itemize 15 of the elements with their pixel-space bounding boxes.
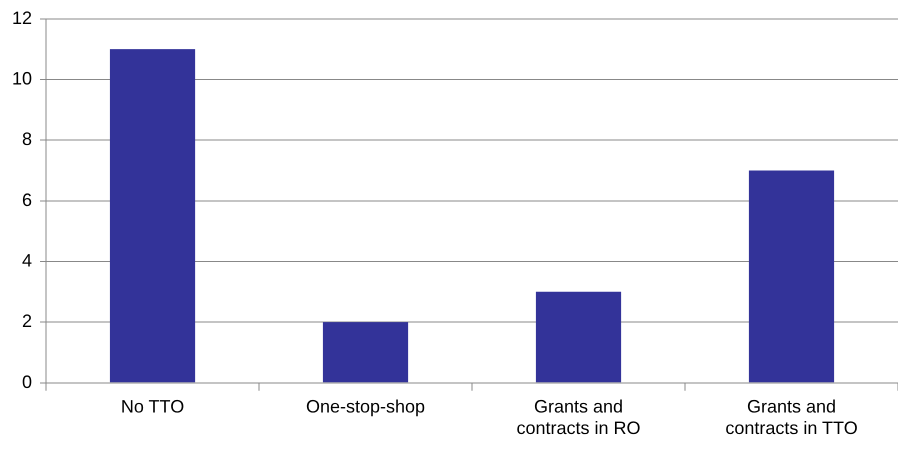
y-tick-label: 2 (22, 311, 32, 332)
y-tick-label: 8 (22, 129, 32, 150)
y-tick-label: 0 (22, 372, 32, 392)
y-tick-label: 12 (12, 8, 32, 28)
x-tick-label: Grants and contracts in TTO (725, 396, 858, 438)
bar (748, 170, 834, 382)
x-tick-label: No TTO (120, 396, 184, 417)
bar (322, 322, 408, 382)
x-tick-label: One-stop-shop (306, 396, 426, 417)
y-tick-label: 6 (22, 190, 32, 210)
bar (536, 292, 622, 382)
bar (110, 49, 196, 382)
x-tick-label: Grants and contracts in RO (516, 396, 641, 438)
y-tick-label: 4 (22, 250, 32, 270)
y-tick-label: 10 (12, 68, 32, 88)
